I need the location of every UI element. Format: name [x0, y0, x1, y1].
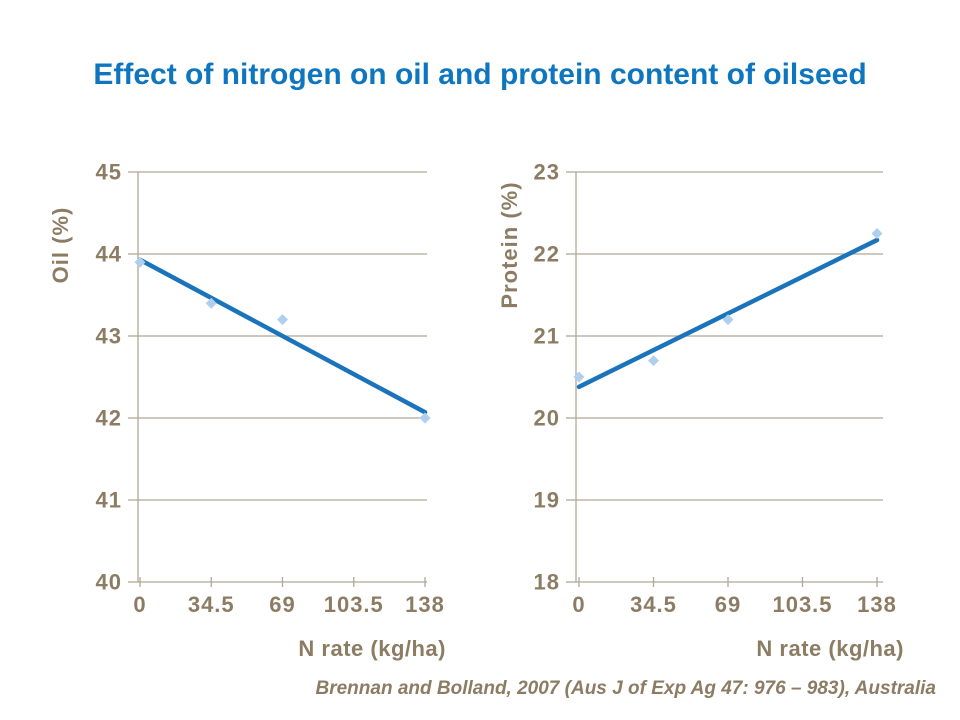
y-tick-label: 43	[96, 324, 122, 349]
oil-trend-line	[137, 257, 428, 415]
protein-data-point	[648, 355, 659, 367]
x-tick-label: 103.5	[324, 592, 384, 617]
protein-x-axis-title: N rate (kg/ha)	[756, 636, 904, 661]
x-tick-label: 138	[857, 592, 897, 617]
y-tick-label: 42	[96, 406, 122, 431]
oil-data-points	[134, 256, 431, 424]
protein-data-point	[722, 314, 734, 326]
x-tick-label: 138	[405, 592, 445, 617]
y-tick-label: 21	[534, 324, 560, 349]
x-tick-label: 69	[715, 592, 741, 617]
oil-x-axis-title: N rate (kg/ha)	[298, 636, 446, 661]
protein-data-point	[573, 371, 585, 383]
x-tick-label: 0	[133, 592, 146, 617]
y-tick-label: 40	[96, 570, 122, 595]
protein-gridlines: 18 19 20 21 22 23	[534, 160, 883, 595]
oil-gridlines: 40 41 42 43 44 45	[96, 160, 427, 595]
protein-chart-svg: 18 19 20 21 22 23 0 34.5 69 103.5 138 Protein (%) N …	[497, 160, 904, 661]
protein-x-axis: 0 34.5 69 103.5 138	[572, 577, 896, 617]
slide-title: Effect of nitrogen on oil and protein co…	[93, 58, 867, 91]
oil-data-point	[419, 412, 431, 424]
protein-chart: 18 19 20 21 22 23 0 34.5 69 103.5 138 Protein (%) N …	[480, 140, 960, 670]
y-tick-label: 44	[96, 242, 122, 267]
oil-data-point	[277, 314, 288, 326]
protein-data-point	[871, 228, 883, 239]
citation: Brennan and Bolland, 2007 (Aus J of Exp …	[315, 678, 936, 699]
protein-trend-line	[576, 237, 880, 390]
x-tick-label: 34.5	[188, 592, 235, 617]
y-tick-label: 41	[96, 488, 122, 513]
y-tick-label: 20	[534, 406, 560, 431]
y-tick-label: 22	[534, 242, 560, 267]
oil-data-point	[205, 297, 217, 309]
x-tick-label: 103.5	[772, 592, 832, 617]
protein-y-axis-title: Protein (%)	[497, 181, 522, 308]
oil-y-axis-title: Oil (%)	[48, 207, 73, 284]
oil-chart-svg: 40 41 42 43 44 45 0 34.5 69 103.5 138 Oil (%) N rate…	[48, 160, 446, 661]
oil-chart: 40 41 42 43 44 45 0 34.5 69 103.5 138 Oil (%) N rate…	[0, 140, 480, 670]
y-tick-label: 18	[534, 570, 560, 595]
y-tick-label: 19	[534, 488, 560, 513]
x-tick-label: 69	[269, 592, 295, 617]
y-tick-label: 45	[96, 160, 122, 185]
y-tick-label: 23	[534, 160, 560, 185]
oil-x-axis: 0 34.5 69 103.5 138	[133, 577, 444, 617]
oil-data-point	[134, 256, 146, 268]
x-tick-label: 34.5	[630, 592, 677, 617]
protein-data-points	[573, 228, 883, 383]
x-tick-label: 0	[572, 592, 585, 617]
